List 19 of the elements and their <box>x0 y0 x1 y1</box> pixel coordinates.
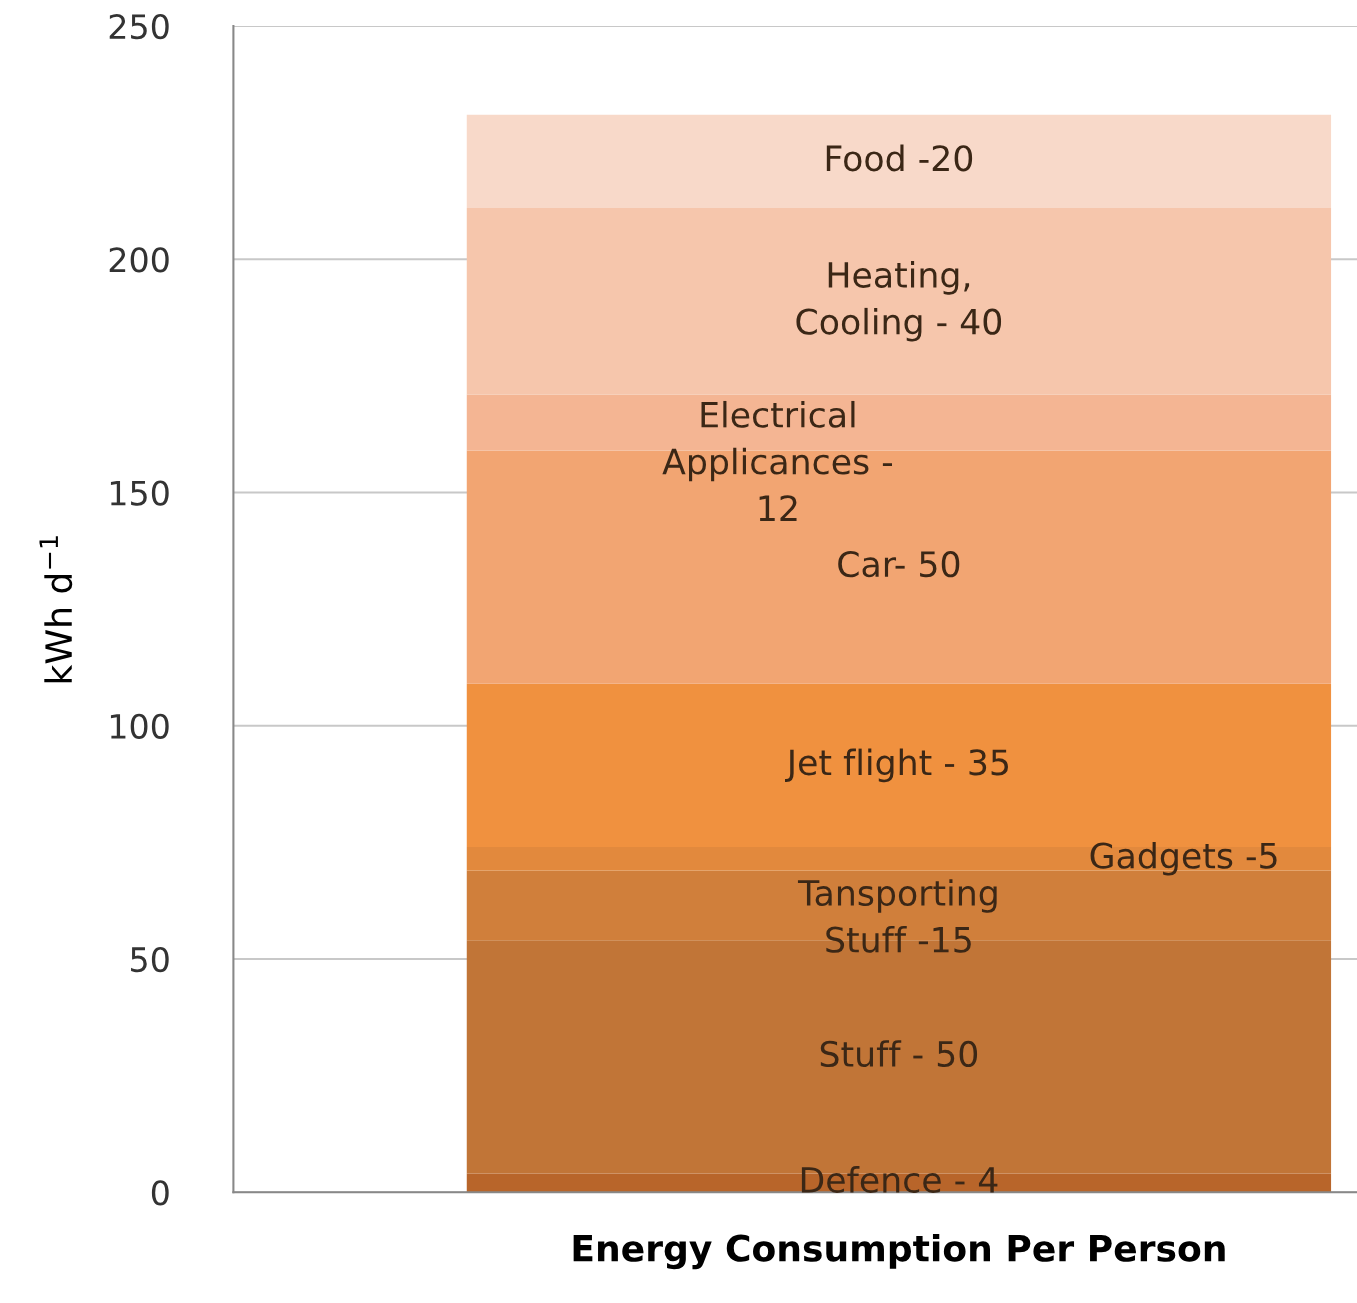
annotation: Car- 50 <box>838 550 960 578</box>
annotation: Heating, Cooling - 40 <box>796 261 1002 342</box>
annotation: Defence - 4 <box>801 1166 998 1193</box>
annotation: Stuff - 50 <box>820 1040 978 1068</box>
annotation: Tansporting Stuff -15 <box>797 879 997 953</box>
annotation: Jet flight - 35 <box>785 748 1008 783</box>
annotation: Gadgets -5 <box>1090 841 1277 876</box>
bar <box>466 114 1332 208</box>
y-tick-label: 0 <box>151 1180 169 1206</box>
y-tick-label: 50 <box>131 946 169 973</box>
annotation: Food -20 <box>826 144 973 172</box>
y-tick-label: 250 <box>109 13 169 40</box>
bar <box>466 207 1332 395</box>
annotation: Electrical Applicances - 12 <box>662 400 893 521</box>
y-tick-label: 100 <box>110 713 169 739</box>
y-tick-label: 150 <box>110 480 169 506</box>
y-axis-title: kWh d$^{−1}$ <box>39 536 73 683</box>
y-tick-label: 200 <box>109 247 169 273</box>
x-tick-label: Energy Consumption Per Person <box>573 1233 1225 1270</box>
